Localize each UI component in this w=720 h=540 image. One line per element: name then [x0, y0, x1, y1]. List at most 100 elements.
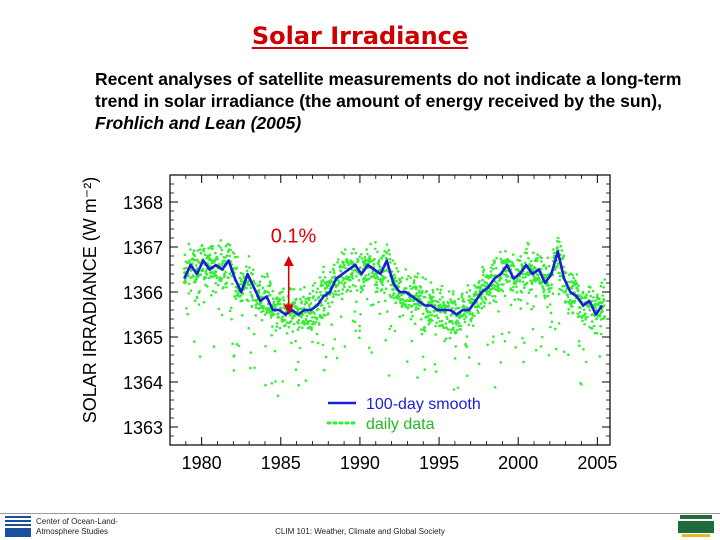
daily-data-point [550, 286, 553, 290]
daily-data-point [384, 276, 387, 279]
daily-data-point [453, 357, 457, 360]
daily-data-point [355, 300, 358, 304]
daily-data-point [598, 313, 602, 316]
daily-data-point [187, 292, 191, 295]
daily-data-point [527, 242, 530, 246]
daily-data-point [206, 285, 209, 288]
daily-data-point [549, 325, 552, 329]
daily-data-point [234, 297, 238, 300]
daily-data-point [465, 335, 469, 338]
daily-data-point [436, 288, 439, 291]
daily-data-point [239, 294, 242, 298]
daily-data-point [574, 279, 577, 282]
daily-data-point [419, 304, 422, 307]
daily-data-point [373, 283, 377, 286]
daily-data-point [465, 345, 469, 349]
daily-data-point [247, 299, 250, 303]
daily-data-point [406, 306, 410, 309]
daily-data-point [219, 239, 223, 242]
daily-data-point [523, 261, 527, 265]
daily-data-point [526, 302, 529, 305]
daily-data-point [321, 279, 325, 282]
daily-data-point [434, 370, 438, 373]
daily-data-point [216, 283, 220, 287]
daily-data-point [321, 343, 325, 347]
daily-data-point [501, 289, 505, 293]
daily-data-point [480, 297, 483, 300]
daily-data-point [493, 261, 496, 265]
daily-data-point [339, 315, 343, 318]
daily-data-point [391, 259, 395, 262]
daily-data-point [538, 277, 541, 281]
daily-data-point [385, 251, 389, 255]
daily-data-point [382, 277, 386, 281]
daily-data-point [188, 282, 191, 286]
daily-data-point [340, 251, 344, 254]
daily-data-point [351, 271, 354, 275]
daily-data-point [424, 277, 427, 281]
daily-data-point [452, 388, 456, 391]
daily-data-point [577, 284, 580, 288]
daily-data-point [497, 310, 500, 313]
daily-data-point [387, 248, 391, 252]
daily-data-point [393, 329, 397, 333]
daily-data-point [587, 290, 591, 293]
daily-data-point [281, 380, 284, 383]
daily-data-point [469, 319, 473, 323]
daily-data-point [333, 338, 337, 341]
daily-data-point [376, 277, 380, 280]
daily-data-point [271, 289, 275, 293]
daily-data-point [360, 257, 364, 260]
daily-data-point [247, 326, 250, 330]
daily-data-point [490, 273, 493, 277]
daily-data-point [202, 300, 206, 304]
daily-data-point [261, 286, 265, 290]
daily-data-point [365, 277, 369, 281]
daily-data-point [215, 276, 219, 279]
daily-data-point [518, 279, 522, 282]
daily-data-point [254, 282, 257, 285]
daily-data-point [407, 274, 410, 278]
daily-data-point [282, 299, 286, 302]
daily-data-point [430, 313, 434, 317]
daily-data-point [193, 340, 196, 343]
daily-data-point [235, 342, 239, 346]
daily-data-point [540, 267, 543, 271]
daily-data-point [249, 366, 252, 370]
daily-data-point [359, 290, 363, 294]
daily-data-point [596, 293, 599, 296]
daily-data-point [455, 323, 458, 326]
daily-data-point [303, 285, 306, 289]
daily-data-point [576, 289, 580, 292]
daily-data-point [327, 302, 330, 305]
daily-data-point [198, 248, 202, 251]
daily-data-point [263, 275, 266, 279]
daily-data-point [404, 305, 408, 308]
daily-data-point [316, 287, 320, 290]
daily-data-point [292, 322, 296, 326]
daily-data-point [568, 280, 572, 284]
daily-data-point [228, 254, 231, 258]
daily-data-point [493, 386, 497, 389]
daily-data-point [540, 260, 543, 263]
daily-data-point [205, 273, 209, 276]
daily-data-point [318, 276, 322, 279]
daily-data-point [413, 322, 417, 325]
x-tick-label: 1995 [419, 453, 459, 473]
daily-data-point [409, 276, 413, 280]
daily-data-point [415, 285, 418, 289]
daily-data-point [429, 311, 432, 314]
daily-data-point [389, 257, 392, 261]
daily-data-point [521, 276, 525, 279]
legend-label-daily: daily data [366, 416, 435, 433]
daily-data-point [514, 281, 517, 284]
smooth-series-line [183, 250, 604, 316]
daily-data-point [297, 383, 300, 387]
daily-data-point [549, 311, 553, 315]
daily-data-point [304, 318, 308, 322]
daily-data-point [407, 303, 411, 307]
daily-data-point [556, 246, 559, 249]
daily-data-point [375, 290, 379, 293]
daily-data-point [519, 255, 522, 258]
daily-data-point [334, 293, 338, 296]
